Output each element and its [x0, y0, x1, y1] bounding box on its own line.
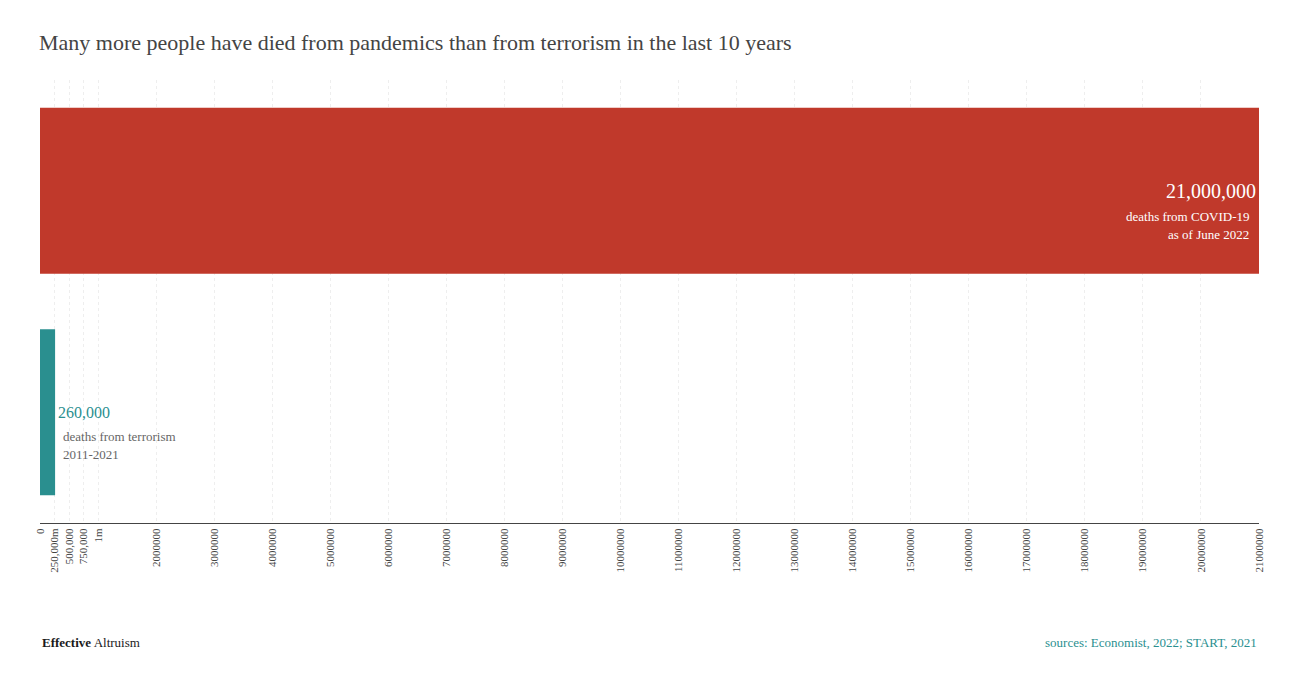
svg-text:17000000: 17000000 [1020, 528, 1032, 573]
svg-text:10000000: 10000000 [614, 528, 626, 573]
svg-text:19000000: 19000000 [1136, 528, 1148, 573]
svg-text:5000000: 5000000 [324, 528, 336, 567]
svg-text:250,000m: 250,000m [48, 528, 60, 573]
svg-text:12000000: 12000000 [730, 528, 742, 573]
svg-text:as of June 2022: as of June 2022 [1168, 227, 1249, 242]
svg-text:21000000: 21000000 [1253, 528, 1265, 573]
svg-text:20000000: 20000000 [1195, 528, 1207, 573]
svg-text:Many more people have died fro: Many more people have died from pandemic… [39, 30, 792, 55]
svg-text:4000000: 4000000 [266, 528, 278, 567]
svg-text:3000000: 3000000 [208, 528, 220, 567]
svg-text:deaths from terrorism: deaths from terrorism [63, 429, 176, 444]
svg-text:7000000: 7000000 [440, 528, 452, 567]
svg-text:21,000,000: 21,000,000 [1166, 180, 1256, 202]
svg-text:9000000: 9000000 [556, 528, 568, 567]
svg-text:deaths from COVID-19: deaths from COVID-19 [1126, 209, 1249, 224]
svg-text:2011-2021: 2011-2021 [63, 447, 119, 462]
svg-text:13000000: 13000000 [788, 528, 800, 573]
svg-text:8000000: 8000000 [498, 528, 510, 567]
svg-text:11000000: 11000000 [672, 528, 684, 572]
svg-text:15000000: 15000000 [904, 528, 916, 573]
svg-text:750,000: 750,000 [77, 528, 89, 564]
svg-text:1m: 1m [92, 528, 104, 543]
svg-text:0: 0 [34, 528, 46, 534]
svg-text:500,000: 500,000 [63, 528, 75, 564]
svg-text:6000000: 6000000 [382, 528, 394, 567]
svg-text:Effective Altruism: Effective Altruism [42, 635, 140, 650]
svg-text:14000000: 14000000 [846, 528, 858, 573]
svg-text:260,000: 260,000 [58, 404, 110, 421]
svg-text:2000000: 2000000 [150, 528, 162, 567]
svg-text:sources: Economist, 2022; STAR: sources: Economist, 2022; START, 2021 [1045, 635, 1257, 650]
svg-text:18000000: 18000000 [1078, 528, 1090, 573]
svg-text:16000000: 16000000 [962, 528, 974, 573]
